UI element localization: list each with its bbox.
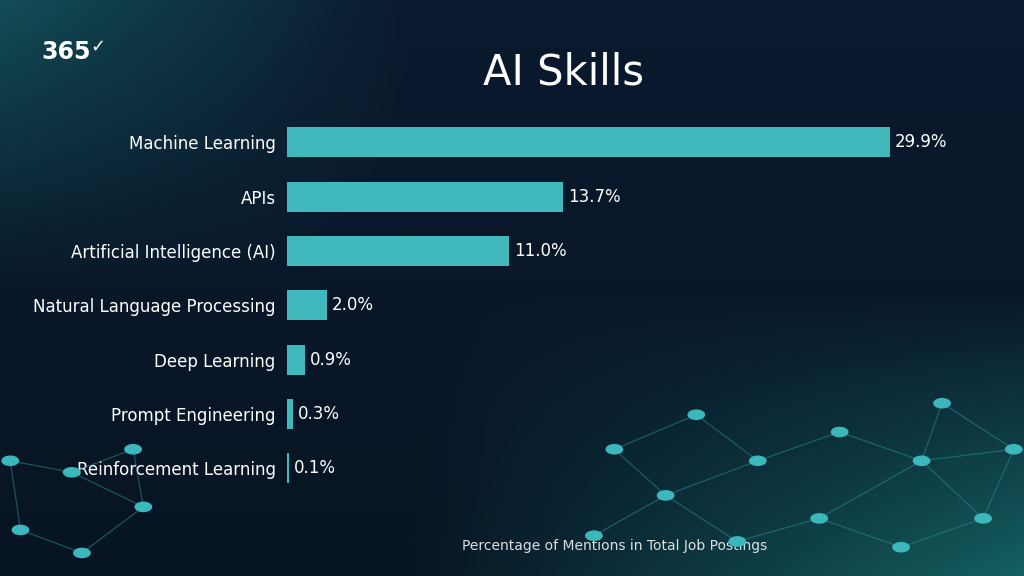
- Text: Percentage of Mentions in Total Job Postings: Percentage of Mentions in Total Job Post…: [462, 539, 767, 553]
- Text: 29.9%: 29.9%: [895, 133, 947, 151]
- Text: 0.1%: 0.1%: [294, 460, 336, 478]
- Text: 13.7%: 13.7%: [568, 188, 621, 206]
- Bar: [287, 399, 293, 429]
- Bar: [287, 290, 327, 320]
- Bar: [287, 181, 563, 211]
- Bar: [287, 344, 305, 374]
- Bar: [287, 453, 289, 483]
- Text: 0.9%: 0.9%: [310, 351, 352, 369]
- Text: 0.3%: 0.3%: [298, 405, 340, 423]
- Text: AI Skills: AI Skills: [482, 52, 644, 94]
- Bar: [287, 127, 890, 157]
- Text: 11.0%: 11.0%: [514, 242, 566, 260]
- Bar: [287, 236, 509, 266]
- Text: ✓: ✓: [90, 37, 105, 55]
- Text: 365: 365: [41, 40, 90, 65]
- Text: 2.0%: 2.0%: [332, 296, 374, 314]
